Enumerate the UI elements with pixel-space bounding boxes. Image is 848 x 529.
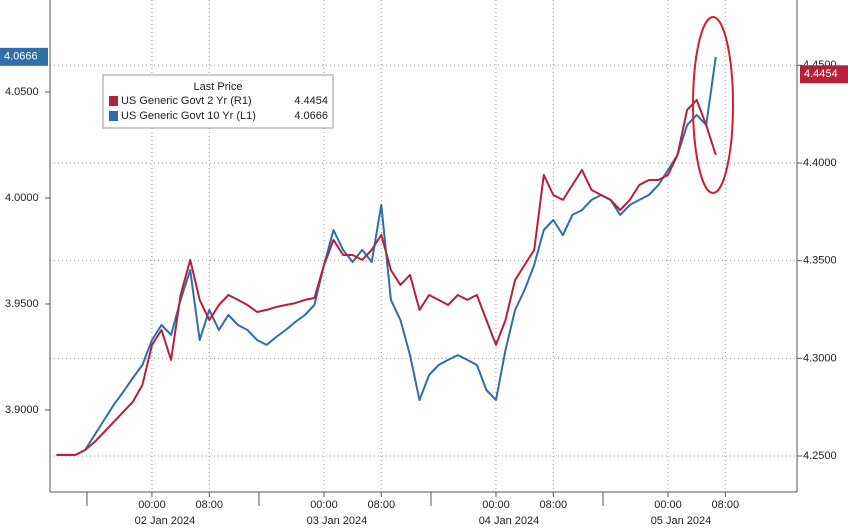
y-tick-label: 3.9500	[5, 298, 39, 310]
y2-tick-label: 4.3500	[803, 255, 837, 267]
last-value-label: 4.4454	[804, 68, 838, 80]
x-tick-label: 08:00	[368, 499, 396, 511]
x-date-label: 05 Jan 2024	[651, 515, 712, 527]
y-tick-label: 4.0000	[5, 192, 39, 204]
y-tick-label: 4.0500	[5, 86, 39, 98]
x-date-label: 02 Jan 2024	[135, 515, 196, 527]
legend-swatch	[109, 96, 118, 106]
legend-value: 4.4454	[294, 95, 328, 107]
x-date-label: 03 Jan 2024	[307, 515, 368, 527]
last-value-label: 4.0666	[4, 51, 38, 63]
legend-label: US Generic Govt 2 Yr (R1)	[121, 95, 252, 107]
legend-value: 4.0666	[294, 110, 328, 122]
legend-box	[102, 74, 334, 129]
x-tick-label: 08:00	[712, 499, 740, 511]
x-date-label: 04 Jan 2024	[479, 515, 540, 527]
legend: Last Price US Generic Govt 2 Yr (R1) 4.445…	[102, 74, 334, 129]
y2-tick-label: 4.3000	[803, 352, 837, 364]
x-tick-label: 08:00	[196, 499, 224, 511]
x-tick-label: 00:00	[310, 499, 338, 511]
y-tick-label: 3.9000	[5, 404, 39, 416]
legend-swatch	[109, 111, 118, 121]
x-tick-label: 00:00	[138, 499, 166, 511]
highlight-circle	[692, 16, 734, 194]
x-tick-label: 08:00	[540, 499, 568, 511]
y2-tick-label: 4.4000	[803, 157, 837, 169]
x-tick-label: 00:00	[654, 499, 682, 511]
legend-label: US Generic Govt 10 Yr (L1)	[121, 110, 256, 122]
last-value-box	[0, 47, 48, 66]
x-tick-label: 00:00	[482, 499, 510, 511]
series-line	[56, 99, 717, 456]
last-value-box	[800, 65, 848, 84]
legend-title: Last Price	[194, 81, 243, 93]
y2-tick-label: 4.2500	[803, 450, 837, 462]
